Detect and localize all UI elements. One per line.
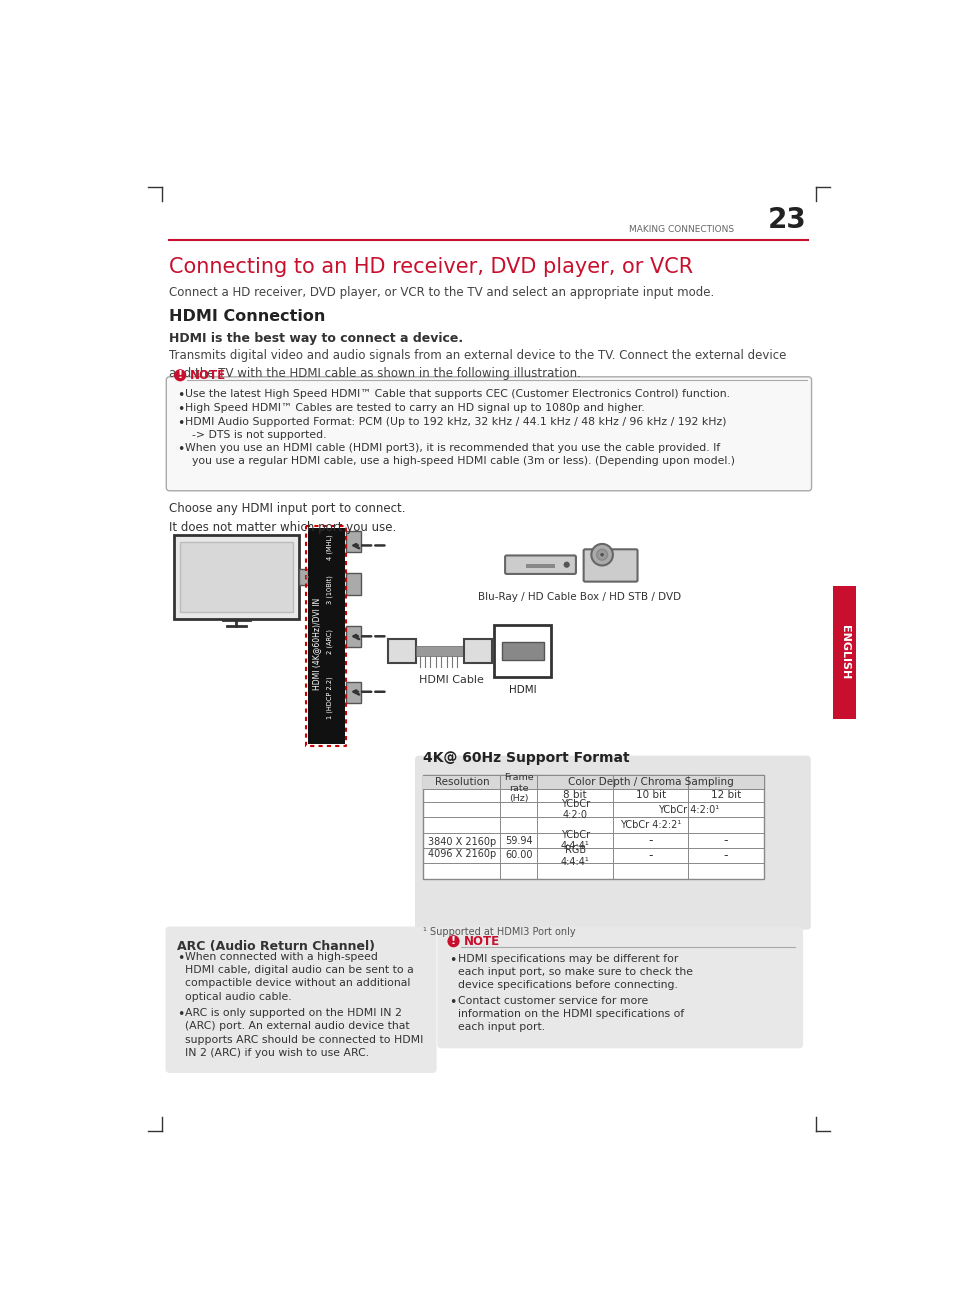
Text: 1 (HDCP 2.2): 1 (HDCP 2.2) <box>326 676 333 719</box>
Text: !: ! <box>177 371 183 380</box>
Text: !: ! <box>451 936 456 946</box>
Text: Blu-Ray / HD Cable Box / HD STB / DVD: Blu-Ray / HD Cable Box / HD STB / DVD <box>477 591 680 602</box>
Text: Resolution: Resolution <box>435 776 489 787</box>
Text: 23: 23 <box>767 206 806 234</box>
Text: •: • <box>449 996 456 1009</box>
Text: 12 bit: 12 bit <box>710 791 740 800</box>
FancyBboxPatch shape <box>345 681 361 703</box>
Circle shape <box>591 544 612 565</box>
Text: 4K@ 60Hz Support Format: 4K@ 60Hz Support Format <box>423 750 629 765</box>
Bar <box>180 542 293 612</box>
Text: 3840 X 2160p
4096 X 2160p: 3840 X 2160p 4096 X 2160p <box>427 837 496 859</box>
FancyBboxPatch shape <box>345 573 361 595</box>
FancyBboxPatch shape <box>166 377 811 491</box>
Text: Use the latest High Speed HDMI™ Cable that supports CEC (Customer Electronics Co: Use the latest High Speed HDMI™ Cable th… <box>185 389 729 399</box>
Circle shape <box>563 561 569 568</box>
Bar <box>308 527 345 744</box>
Text: Connecting to an HD receiver, DVD player, or VCR: Connecting to an HD receiver, DVD player… <box>170 257 693 277</box>
Text: When connected with a high-speed
HDMI cable, digital audio can be sent to a
comp: When connected with a high-speed HDMI ca… <box>185 953 413 1002</box>
Text: NOTE: NOTE <box>464 934 500 947</box>
Text: ENGLISH: ENGLISH <box>839 625 849 680</box>
FancyBboxPatch shape <box>166 927 436 1073</box>
Text: •: • <box>177 403 184 416</box>
Circle shape <box>448 936 458 946</box>
Text: When you use an HDMI cable (HDMI port3), it is recommended that you use the cabl: When you use an HDMI cable (HDMI port3),… <box>185 442 734 466</box>
FancyBboxPatch shape <box>345 531 361 552</box>
Bar <box>298 569 308 585</box>
Circle shape <box>174 369 185 381</box>
Text: •: • <box>177 416 184 429</box>
FancyBboxPatch shape <box>173 535 298 619</box>
FancyBboxPatch shape <box>436 927 802 1048</box>
Text: Color Depth / Chroma Sampling: Color Depth / Chroma Sampling <box>567 776 733 787</box>
Text: 3 (10Bit): 3 (10Bit) <box>326 576 333 604</box>
Text: 2 (ARC): 2 (ARC) <box>326 629 333 654</box>
Text: •: • <box>449 954 456 967</box>
Bar <box>423 775 763 788</box>
FancyBboxPatch shape <box>501 642 543 660</box>
Text: HDMI: HDMI <box>509 685 536 694</box>
FancyBboxPatch shape <box>504 556 576 574</box>
Text: HDMI Audio Supported Format: PCM (Up to 192 kHz, 32 kHz / 44.1 kHz / 48 kHz / 96: HDMI Audio Supported Format: PCM (Up to … <box>185 416 725 440</box>
Bar <box>832 586 856 719</box>
Text: ARC is only supported on the HDMI IN 2
(ARC) port. An external audio device that: ARC is only supported on the HDMI IN 2 (… <box>185 1009 423 1058</box>
Text: 8 bit: 8 bit <box>563 791 586 800</box>
Text: ¹ Supported at HDMI3 Port only: ¹ Supported at HDMI3 Port only <box>423 928 576 937</box>
Text: HDMI (4K@60Hz)/DVI IN: HDMI (4K@60Hz)/DVI IN <box>312 598 320 690</box>
FancyBboxPatch shape <box>388 638 416 663</box>
Text: HDMI specifications may be different for
each input port, so make sure to check : HDMI specifications may be different for… <box>457 954 693 990</box>
Text: Frame
rate
(Hz): Frame rate (Hz) <box>503 774 534 804</box>
Text: 59.94
60.00: 59.94 60.00 <box>504 837 532 860</box>
Text: -: - <box>723 850 727 863</box>
Bar <box>525 564 555 568</box>
Text: YCbCr 4:2:0¹: YCbCr 4:2:0¹ <box>658 805 719 814</box>
Bar <box>423 775 763 878</box>
FancyBboxPatch shape <box>345 625 361 647</box>
Text: MAKING CONNECTIONS: MAKING CONNECTIONS <box>628 224 733 234</box>
Text: Connect a HD receiver, DVD player, or VCR to the TV and select an appropriate in: Connect a HD receiver, DVD player, or VC… <box>170 286 714 299</box>
FancyBboxPatch shape <box>494 625 551 677</box>
Bar <box>416 646 465 656</box>
Text: •: • <box>177 953 184 964</box>
Text: NOTE: NOTE <box>190 369 226 382</box>
Text: 10 bit: 10 bit <box>635 791 665 800</box>
FancyBboxPatch shape <box>583 549 637 582</box>
Text: Choose any HDMI input port to connect.
It does not matter which port you use.: Choose any HDMI input port to connect. I… <box>170 501 405 534</box>
Text: 4 (MHL): 4 (MHL) <box>326 534 333 560</box>
Text: HDMI is the best way to connect a device.: HDMI is the best way to connect a device… <box>170 333 463 345</box>
Text: YCbCr
4:4:4¹: YCbCr 4:4:4¹ <box>560 830 589 851</box>
Text: •: • <box>177 389 184 402</box>
Text: -: - <box>648 850 652 863</box>
FancyBboxPatch shape <box>415 756 810 929</box>
Text: HDMI Connection: HDMI Connection <box>170 309 325 324</box>
FancyBboxPatch shape <box>464 638 492 663</box>
Text: Transmits digital video and audio signals from an external device to the TV. Con: Transmits digital video and audio signal… <box>170 350 786 380</box>
Text: YCbCr
4:2:0: YCbCr 4:2:0 <box>560 799 589 821</box>
Text: •: • <box>177 1009 184 1022</box>
Text: High Speed HDMI™ Cables are tested to carry an HD signal up to 1080p and higher.: High Speed HDMI™ Cables are tested to ca… <box>185 403 644 412</box>
Circle shape <box>596 549 607 560</box>
Text: Contact customer service for more
information on the HDMI specifications of
each: Contact customer service for more inform… <box>457 996 683 1032</box>
Text: -: - <box>723 834 727 847</box>
Text: -: - <box>648 834 652 847</box>
Circle shape <box>599 552 604 557</box>
Text: •: • <box>177 442 184 455</box>
Text: RGB
4:4:4¹: RGB 4:4:4¹ <box>560 844 589 867</box>
Text: YCbCr 4:2:2¹: YCbCr 4:2:2¹ <box>619 820 680 830</box>
Text: ARC (Audio Return Channel): ARC (Audio Return Channel) <box>177 940 375 953</box>
Text: HDMI Cable: HDMI Cable <box>418 675 483 685</box>
